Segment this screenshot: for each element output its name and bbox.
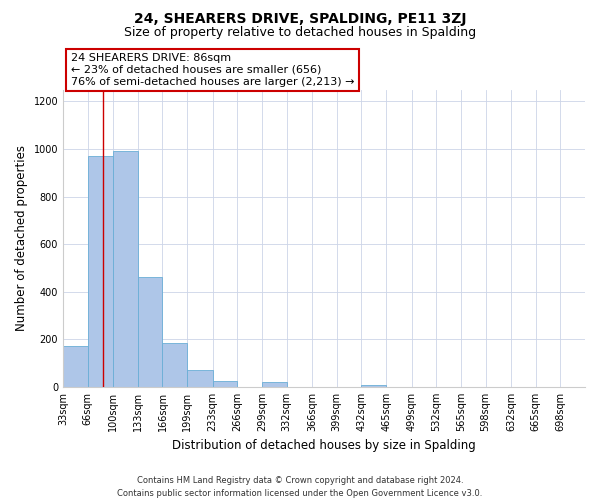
Bar (361, 384, 386, 387)
Bar (138, 278, 163, 387)
Bar (262, 382, 287, 387)
Y-axis label: Number of detached properties: Number of detached properties (15, 145, 28, 331)
Bar (88, 156, 113, 387)
Text: Size of property relative to detached houses in Spalding: Size of property relative to detached ho… (124, 26, 476, 39)
Bar (163, 343, 187, 387)
Bar (113, 152, 138, 387)
Text: Contains HM Land Registry data © Crown copyright and database right 2024.
Contai: Contains HM Land Registry data © Crown c… (118, 476, 482, 498)
Bar (212, 381, 237, 387)
Bar (63, 346, 88, 387)
Bar (187, 370, 212, 387)
X-axis label: Distribution of detached houses by size in Spalding: Distribution of detached houses by size … (172, 440, 476, 452)
Text: 24 SHEARERS DRIVE: 86sqm
← 23% of detached houses are smaller (656)
76% of semi-: 24 SHEARERS DRIVE: 86sqm ← 23% of detach… (71, 54, 355, 86)
Text: 24, SHEARERS DRIVE, SPALDING, PE11 3ZJ: 24, SHEARERS DRIVE, SPALDING, PE11 3ZJ (134, 12, 466, 26)
